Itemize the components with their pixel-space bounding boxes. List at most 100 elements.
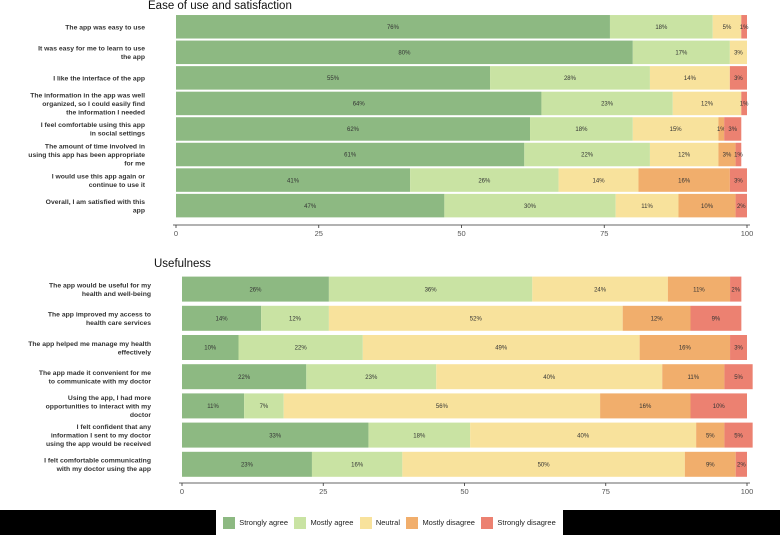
category-label: Overall, I am satisfied with this app — [46, 199, 146, 215]
category-label-line: I like the interface of the app — [53, 75, 145, 82]
bar-segment-mostly-disagree — [696, 422, 725, 448]
bar-segment-mostly-agree — [244, 393, 284, 419]
bar-value-label: 52% — [470, 317, 483, 323]
category-label-line: Using the app, I had more — [68, 395, 151, 402]
category-label: I would use this app again or continue to… — [52, 173, 146, 189]
bar-value-label: 40% — [577, 433, 590, 439]
legend-item-strongly-agree: Strongly agree — [223, 516, 288, 529]
legend-swatch-mostly-agree — [294, 516, 307, 529]
bar-segment-mostly-disagree — [600, 393, 691, 419]
bar-segment-mostly-agree — [632, 40, 730, 65]
bar-segment-strongly-agree — [182, 451, 312, 477]
category-label-line: app — [133, 207, 145, 214]
bar-segment-strongly-disagree — [735, 142, 742, 167]
bar-segment-neutral — [649, 142, 719, 167]
bar-segment-mostly-agree — [524, 142, 650, 167]
bar-segment-neutral — [470, 422, 697, 448]
bar-segment-neutral — [729, 40, 747, 65]
x-tick-label: 75 — [602, 487, 610, 496]
category-label: I feel comfortable using this app in soci… — [41, 122, 145, 138]
category-label-line: in social settings — [90, 131, 145, 138]
bar-segment-strongly-disagree — [730, 335, 747, 360]
bar-value-label: 50% — [538, 463, 551, 469]
bar-value-label: 18% — [655, 25, 668, 31]
x-tick-label: 50 — [460, 487, 468, 496]
x-tick-label: 0 — [180, 487, 184, 496]
bar-value-label: 26% — [249, 287, 262, 293]
bar-segment-neutral — [532, 276, 668, 302]
bar-value-label: 2% — [737, 204, 746, 210]
legend-swatch-neutral — [359, 516, 372, 529]
bar-value-label: 61% — [344, 153, 357, 159]
bar-value-label: 26% — [478, 178, 491, 184]
bar-segment-neutral — [328, 305, 623, 331]
bar-value-label: 3% — [723, 153, 732, 159]
bar-segment-mostly-agree — [541, 91, 673, 116]
legend-label-mostly-disagree: Mostly disagree — [422, 518, 475, 527]
category-label-line: The app would be useful for my — [49, 282, 151, 289]
category-label: The app was easy to use — [65, 24, 145, 31]
bar-segment-mostly-disagree — [667, 276, 731, 302]
category-label-line: effectively — [118, 349, 151, 356]
bar-value-label: 5% — [734, 375, 743, 381]
category-label-line: The app made it convenient for me — [39, 370, 151, 377]
bar-value-label: 10% — [204, 346, 217, 352]
bar-value-label: 5% — [734, 433, 743, 439]
bar-value-label: 18% — [413, 433, 426, 439]
category-label-line: The app helped me manage my health — [28, 341, 151, 348]
category-label-line: The app was easy to use — [65, 24, 145, 31]
category-label-line: information I sent to my doctor — [51, 433, 151, 440]
bar-value-label: 36% — [425, 287, 438, 293]
bar-segment-strongly-agree — [182, 364, 307, 390]
bar-segment-strongly-agree — [176, 168, 411, 192]
bar-segment-mostly-agree — [530, 117, 633, 141]
category-label-line: The amount of time involved in — [45, 144, 145, 151]
bar-segment-strongly-disagree — [724, 364, 753, 390]
category-label: The amount of time involved in using this… — [28, 144, 145, 168]
legend-swatch-mostly-disagree — [406, 516, 419, 529]
bar-value-label: 18% — [575, 127, 588, 133]
bar-segment-strongly-agree — [182, 335, 239, 360]
bar-segment-mostly-disagree — [622, 305, 691, 331]
bar-segment-mostly-agree — [609, 15, 713, 39]
category-label-line: opportunities to interact with my — [46, 403, 152, 410]
bar-segment-neutral — [672, 91, 742, 116]
x-tick-label: 25 — [315, 229, 323, 238]
bar-value-label: 76% — [387, 25, 400, 31]
bar-segment-strongly-agree — [182, 422, 369, 448]
bar-segment-neutral — [649, 66, 730, 90]
category-label-line: health care services — [86, 320, 151, 327]
bar-value-label: 10% — [713, 404, 726, 410]
x-tick-label: 25 — [319, 487, 327, 496]
bar-segment-strongly-agree — [176, 15, 610, 39]
bar-value-label: 28% — [564, 76, 577, 82]
bar-value-label: 80% — [398, 51, 411, 57]
bar-segment-strongly-agree — [176, 91, 542, 116]
bar-segment-neutral — [402, 451, 685, 477]
bar-value-label: 56% — [436, 404, 449, 410]
bar-value-label: 1% — [734, 153, 743, 159]
category-label-line: using the app would be received — [46, 441, 151, 448]
bar-segment-mostly-disagree — [718, 117, 725, 141]
bar-segment-neutral — [283, 393, 601, 419]
bar-value-label: 16% — [639, 404, 652, 410]
bar-value-label: 12% — [651, 317, 664, 323]
bar-value-label: 11% — [207, 404, 219, 410]
category-label: The app would be useful for my health and… — [49, 282, 151, 298]
bar-value-label: 12% — [678, 153, 691, 159]
bar-segment-strongly-disagree — [741, 91, 747, 116]
bar-segment-neutral — [615, 193, 679, 218]
chart-canvas: Ease of use and satisfaction 76% 18% 5% 1% Th… — [28, 0, 754, 496]
x-tick-label: 100 — [741, 487, 754, 496]
bar-value-label: 1% — [740, 25, 749, 31]
category-label-line: the app — [121, 54, 145, 61]
category-label-line: I would use this app again or — [52, 173, 146, 180]
category-label: Using the app, I had more opportunities t… — [46, 395, 152, 419]
bar-value-label: 3% — [728, 127, 737, 133]
legend-item-strongly-disagree: Strongly disagree — [481, 516, 556, 529]
x-tick-label: 75 — [600, 229, 608, 238]
legend-item-mostly-disagree: Mostly disagree — [406, 516, 475, 529]
category-label-line: I feel comfortable using this app — [41, 122, 145, 129]
bar-segment-mostly-agree — [368, 422, 471, 448]
bar-segment-strongly-disagree — [735, 451, 747, 477]
